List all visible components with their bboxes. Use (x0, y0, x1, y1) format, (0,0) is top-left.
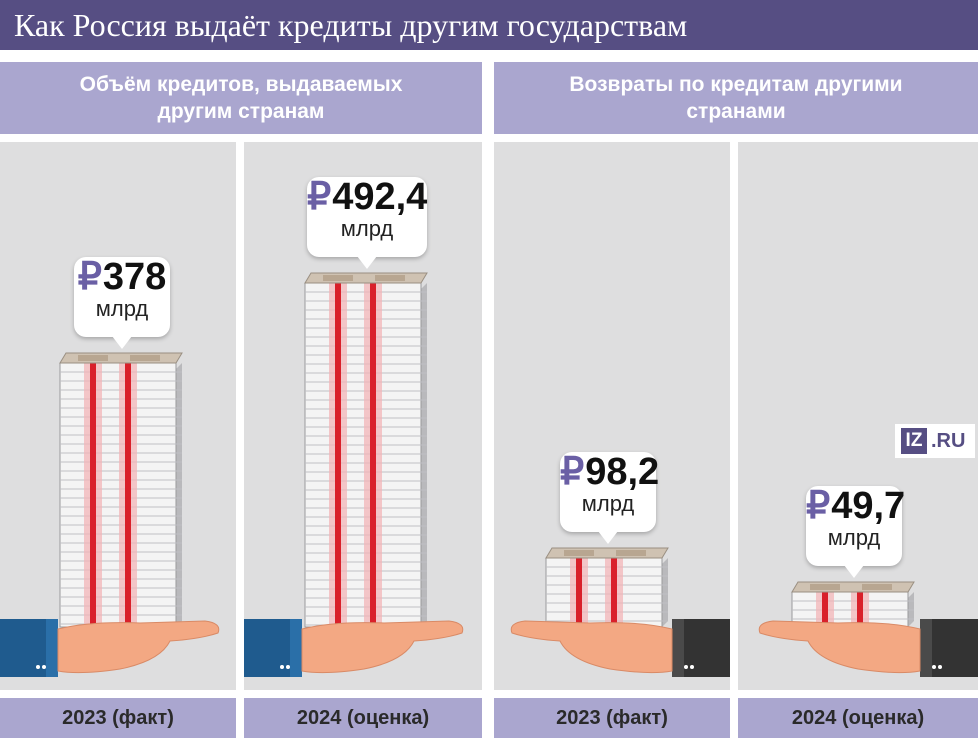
bar-repay-2024 (791, 581, 915, 628)
ruble-sign-icon: ₽ (806, 485, 831, 527)
bar-repay-2023 (545, 547, 669, 628)
footer-label-repay-2024: 2024 (оценка) (738, 698, 978, 738)
panel-loans-2023: ₽378 млрд (0, 142, 236, 690)
data-label-loans-2023: ₽378 млрд (74, 257, 170, 349)
footer-label-loans-2024: 2024 (оценка) (244, 698, 482, 738)
panel-graphic-repay-2024 (758, 581, 978, 677)
data-label-repay-2023: ₽98,2 млрд (560, 451, 660, 544)
ruble-sign-icon: ₽ (77, 256, 102, 298)
giving-hand-icon (244, 619, 464, 677)
data-label-repay-2024: ₽49,7 млрд (806, 485, 906, 578)
data-label-number: 98,2 (585, 451, 660, 493)
panel-repay-2024: ₽49,7 млрд (738, 142, 978, 690)
data-label-number: 49,7 (831, 485, 906, 527)
data-label-unit: млрд (581, 491, 635, 516)
data-label-unit: млрд (827, 525, 881, 550)
panel-loans-2024: ₽492,4 млрд (244, 142, 482, 690)
data-label-unit: млрд (340, 216, 394, 241)
ruble-sign-icon: ₽ (560, 451, 585, 493)
iz-logo-box: IZ (901, 428, 927, 454)
receiving-hand-icon (510, 619, 730, 677)
panel-repay-2023: ₽98,2 млрд (494, 142, 730, 690)
section-header-repayments-text: Возвраты по кредитам другими странами (569, 73, 903, 123)
data-label-loans-2024: ₽492,4 млрд (307, 177, 427, 269)
bar-loans-2024 (304, 272, 428, 628)
section-header-loans: Объём кредитов, выдаваемых другим страна… (0, 62, 482, 134)
section-header-repayments: Возвраты по кредитам другими странами (494, 62, 978, 134)
panel-graphic-repay-2023 (510, 547, 730, 677)
ruble-sign-icon: ₽ (307, 176, 332, 218)
giving-hand-icon (0, 619, 220, 677)
data-label-value: ₽98,2 (560, 451, 660, 493)
footer-label-loans-2023: 2023 (факт) (0, 698, 236, 738)
data-label-number: 378 (102, 256, 167, 298)
title-bar: Как Россия выдаёт кредиты другим государ… (0, 0, 978, 50)
data-label-value: ₽378 (74, 257, 170, 297)
data-label-value: ₽49,7 (806, 485, 906, 527)
page-title: Как Россия выдаёт кредиты другим государ… (14, 7, 688, 43)
section-header-loans-text: Объём кредитов, выдаваемых другим страна… (79, 73, 403, 123)
iz-logo: IZ .RU (895, 424, 975, 458)
data-label-value: ₽492,4 (307, 177, 427, 217)
receiving-hand-icon (758, 619, 978, 677)
iz-logo-text: .RU (931, 430, 966, 452)
bar-loans-2023 (59, 352, 183, 628)
panel-graphic-loans-2023 (0, 352, 220, 677)
footer-label-repay-2023: 2023 (факт) (494, 698, 730, 738)
data-label-number: 492,4 (332, 176, 428, 218)
data-label-unit: млрд (95, 296, 149, 321)
panel-graphic-loans-2024 (244, 272, 464, 677)
